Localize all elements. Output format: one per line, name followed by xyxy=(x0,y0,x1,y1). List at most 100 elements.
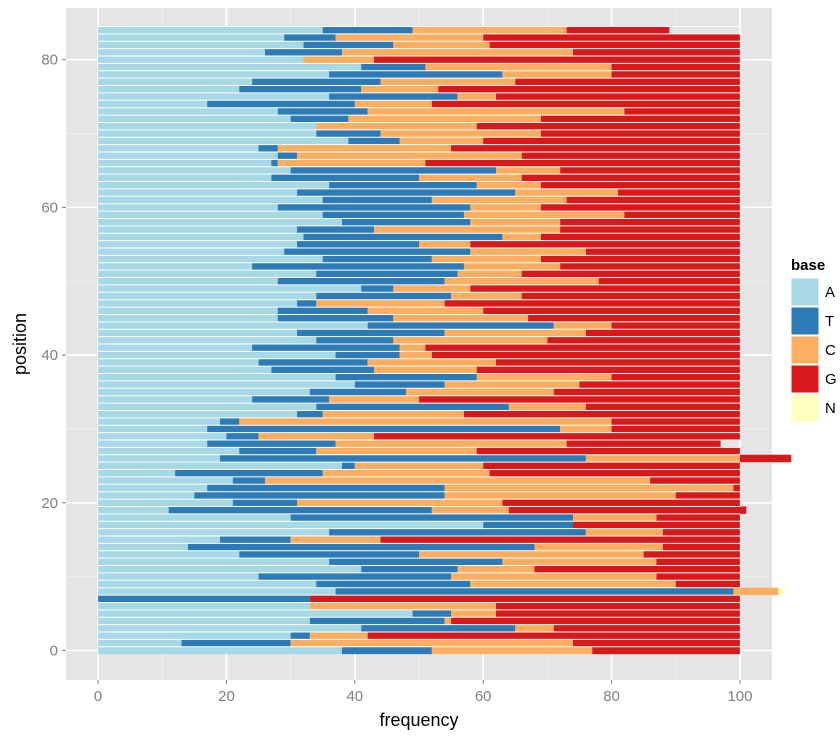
bar-segment-A xyxy=(98,395,253,404)
bar-segment-G xyxy=(662,528,740,536)
bar-segment-C xyxy=(406,388,554,396)
bar-segment-A xyxy=(98,403,317,411)
bar-segment-C xyxy=(367,307,484,315)
bar-segment-A xyxy=(98,174,272,182)
bar-segment-G xyxy=(309,595,740,603)
bar-segment-G xyxy=(476,366,740,374)
legend-key-G xyxy=(790,364,820,394)
bar-segment-C xyxy=(374,225,561,234)
bar-segment-T xyxy=(329,70,503,79)
bar-segment-G xyxy=(502,499,740,507)
bar-segment-C xyxy=(451,609,497,618)
bar-segment-G xyxy=(374,432,740,440)
bar-segment-C xyxy=(277,144,452,152)
bar-segment-T xyxy=(361,63,426,71)
bar-segment-A xyxy=(98,26,323,34)
bar-segment-G xyxy=(611,417,740,426)
bar-segment-C xyxy=(348,115,541,123)
bar-segment-G xyxy=(585,329,740,337)
bar-segment-G xyxy=(560,262,740,271)
bar-segment-T xyxy=(277,277,445,285)
bar-segment-G xyxy=(496,609,740,618)
y-tick-label: 80 xyxy=(41,52,58,69)
bar-segment-G xyxy=(476,447,740,455)
bar-segment-T xyxy=(252,78,381,86)
bar-segment-T xyxy=(303,233,503,241)
bar-segment-G xyxy=(560,225,740,234)
bar-segment-T xyxy=(271,366,375,374)
bar-segment-G xyxy=(573,521,740,529)
bar-segment-T xyxy=(239,85,362,93)
bar-segment-T xyxy=(290,513,574,522)
x-tick-label: 60 xyxy=(475,688,492,705)
bar-segment-A xyxy=(98,602,310,610)
bar-segment-G xyxy=(521,292,740,300)
bar-segment-C xyxy=(444,277,599,285)
bar-segment-G xyxy=(540,129,740,138)
bar-segment-T xyxy=(277,107,368,116)
bar-segment-G xyxy=(496,92,740,101)
bar-segment-T xyxy=(412,609,452,618)
bar-segment-A xyxy=(98,329,298,337)
bar-segment-T xyxy=(348,137,400,145)
bar-segment-C xyxy=(277,159,426,167)
bar-segment-A xyxy=(98,299,298,308)
bar-segment-C xyxy=(502,70,612,79)
bar-segment-T xyxy=(181,639,291,647)
bar-segment-T xyxy=(207,100,355,108)
bar-segment-C xyxy=(515,624,554,632)
bar-segment-T xyxy=(329,181,477,189)
bar-segment-C xyxy=(393,336,548,344)
bar-segment-C xyxy=(393,284,471,293)
legend-key-C xyxy=(790,335,820,365)
bar-segment-C xyxy=(290,536,381,544)
bar-segment-A xyxy=(98,122,317,130)
bar-segment-T xyxy=(194,491,445,500)
bar-segment-A xyxy=(98,454,221,463)
bar-segment-A xyxy=(98,166,291,175)
bar-segment-T xyxy=(297,188,516,197)
bar-segment-T xyxy=(187,543,535,551)
bar-segment-C xyxy=(431,646,593,655)
legend-label-G: G xyxy=(825,371,837,388)
bar-segment-G xyxy=(496,358,740,367)
bar-segment-C xyxy=(585,528,663,536)
bar-segment-A xyxy=(98,550,240,559)
stacked-bars xyxy=(98,25,792,655)
bar-segment-C xyxy=(303,56,375,64)
bar-segment-A xyxy=(98,284,362,293)
bar-segment-G xyxy=(540,181,740,189)
bar-segment-A xyxy=(98,639,182,647)
bar-segment-C xyxy=(380,78,516,86)
bar-segment-C xyxy=(508,403,586,411)
bar-segment-G xyxy=(573,48,740,56)
bar-segment-G xyxy=(451,617,740,625)
bar-segment-G xyxy=(374,56,740,64)
bar-segment-C xyxy=(335,440,567,448)
bar-segment-T xyxy=(316,292,452,300)
bar-segment-T xyxy=(322,26,413,34)
bar-segment-C xyxy=(419,240,471,248)
bar-segment-G xyxy=(553,388,740,396)
bar-segment-C xyxy=(444,329,586,337)
bar-segment-A xyxy=(98,225,298,234)
bar-segment-T xyxy=(207,425,561,433)
bar-segment-A xyxy=(98,115,291,123)
bar-segment-A xyxy=(98,152,278,160)
bar-segment-G xyxy=(489,41,740,49)
bar-segment-T xyxy=(361,624,516,632)
bar-segment-T xyxy=(284,248,471,256)
bar-segment-G xyxy=(431,351,740,359)
bar-segment-G xyxy=(611,70,740,79)
bar-segment-C xyxy=(419,550,644,559)
bar-segment-G xyxy=(579,380,740,389)
bar-segment-T xyxy=(258,358,368,367)
bar-segment-T xyxy=(309,388,407,396)
bar-segment-T xyxy=(220,454,586,463)
bar-segment-C xyxy=(444,380,580,389)
bar-segment-A xyxy=(98,440,208,448)
bar-segment-T xyxy=(367,321,554,330)
bar-segment-A xyxy=(98,565,362,573)
bar-segment-T xyxy=(168,506,432,514)
bar-segment-C xyxy=(354,462,484,470)
